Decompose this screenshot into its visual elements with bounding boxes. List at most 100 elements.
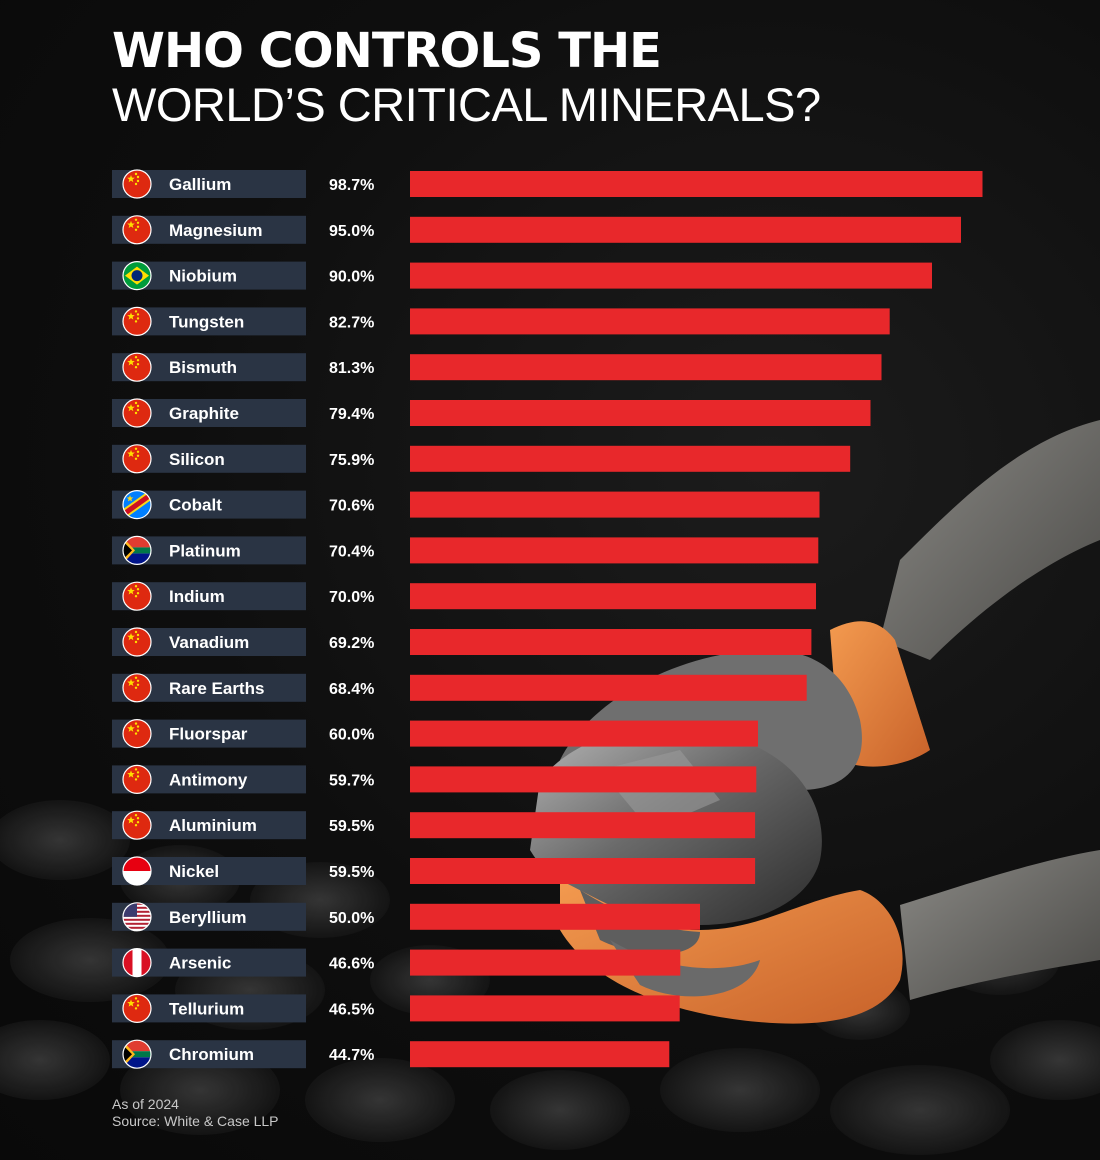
value-label: 95.0% <box>329 223 374 240</box>
china-flag-icon <box>123 215 151 244</box>
value-label: 59.5% <box>329 818 374 835</box>
category-label: Bismuth <box>169 358 237 377</box>
value-label: 75.9% <box>329 452 374 469</box>
value-label: 44.7% <box>329 1047 374 1064</box>
category-label: Indium <box>169 587 225 606</box>
title-line-1: WHO CONTROLS THE <box>112 23 662 79</box>
value-label: 60.0% <box>329 727 374 744</box>
chart-row: Bismuth 81.3% <box>112 352 882 382</box>
category-label: Gallium <box>169 175 231 194</box>
bar <box>410 354 882 381</box>
dr-congo-flag-icon <box>123 490 151 519</box>
bar <box>410 308 890 335</box>
value-label: 81.3% <box>329 360 374 377</box>
chart-row: Niobium 90.0% <box>112 261 932 291</box>
source-note: Source: White & Case LLP <box>112 1113 279 1129</box>
category-label: Cobalt <box>169 496 222 515</box>
title-line-2: WORLD’S CRITICAL MINERALS? <box>112 78 821 131</box>
china-flag-icon <box>123 811 151 840</box>
footer: As of 2024 Source: White & Case LLP <box>112 1096 279 1130</box>
bar <box>410 583 816 610</box>
chart-row: Tungsten 82.7% <box>112 306 890 336</box>
chart-row: Indium 70.0% <box>112 581 816 611</box>
bar <box>410 674 807 701</box>
category-label: Vanadium <box>169 633 249 652</box>
chart-row: Cobalt 70.6% <box>112 490 820 520</box>
category-label: Nickel <box>169 862 219 881</box>
value-label: 59.5% <box>329 864 374 881</box>
chart-row: Beryllium 50.0% <box>112 902 700 932</box>
chart-row: Fluorspar 60.0% <box>112 718 758 749</box>
chart-row: Silicon 75.9% <box>112 444 851 474</box>
value-label: 50.0% <box>329 910 374 927</box>
bar <box>410 400 871 426</box>
bar <box>410 262 932 289</box>
china-flag-icon <box>123 673 151 702</box>
chart-row: Chromium 44.7% <box>112 1039 670 1069</box>
category-label: Fluorspar <box>169 725 248 744</box>
category-label: Aluminium <box>169 816 257 835</box>
china-flag-icon <box>123 719 151 748</box>
china-flag-icon <box>123 399 151 427</box>
chart-row: Platinum 70.4% <box>112 535 819 566</box>
brazil-flag-icon <box>123 261 151 290</box>
category-label: Silicon <box>169 450 225 469</box>
china-flag-icon <box>123 353 151 382</box>
indonesia-flag-icon <box>123 857 151 885</box>
as-of-note: As of 2024 <box>112 1096 179 1112</box>
value-label: 68.4% <box>329 681 374 698</box>
value-label: 70.6% <box>329 498 374 515</box>
category-label: Beryllium <box>169 908 246 927</box>
bar <box>410 445 851 472</box>
category-label: Magnesium <box>169 221 263 240</box>
bar <box>410 171 983 197</box>
value-label: 79.4% <box>329 406 374 423</box>
value-label: 59.7% <box>329 772 374 789</box>
south-africa-flag-icon <box>123 536 151 565</box>
bar <box>410 766 757 793</box>
category-label: Antimony <box>169 770 248 789</box>
chart-row: Tellurium 46.5% <box>112 993 680 1024</box>
value-label: 70.4% <box>329 543 374 560</box>
china-flag-icon <box>123 994 151 1023</box>
category-label: Niobium <box>169 267 237 286</box>
chart-row: Vanadium 69.2% <box>112 627 812 657</box>
value-label: 98.7% <box>329 177 374 194</box>
chart-row: Antimony 59.7% <box>112 764 757 795</box>
china-flag-icon <box>123 582 151 611</box>
bar <box>410 995 680 1022</box>
bar <box>410 949 681 976</box>
category-label: Rare Earths <box>169 679 264 698</box>
peru-flag-icon <box>123 948 151 977</box>
bar <box>410 903 700 930</box>
bar <box>410 491 820 518</box>
value-label: 90.0% <box>329 269 374 286</box>
bar <box>410 812 756 839</box>
bar <box>410 629 812 655</box>
category-label: Chromium <box>169 1045 254 1064</box>
chart-row: Nickel 59.5% <box>112 856 756 886</box>
chart-row: Arsenic 46.6% <box>112 947 681 978</box>
value-label: 82.7% <box>329 314 374 331</box>
value-label: 70.0% <box>329 589 374 606</box>
chart-row: Gallium 98.7% <box>112 169 983 199</box>
bar <box>410 216 961 243</box>
bar <box>410 1041 670 1068</box>
south-africa-flag-icon <box>123 1040 151 1069</box>
category-label: Platinum <box>169 541 241 560</box>
value-label: 46.5% <box>329 1001 374 1018</box>
china-flag-icon <box>123 444 151 473</box>
category-label: Tellurium <box>169 999 244 1018</box>
value-label: 69.2% <box>329 635 374 652</box>
chart-row: Magnesium 95.0% <box>112 215 961 245</box>
china-flag-icon <box>123 307 151 336</box>
china-flag-icon <box>123 170 151 198</box>
chart-row: Rare Earths 68.4% <box>112 673 807 703</box>
category-label: Tungsten <box>169 312 244 331</box>
china-flag-icon <box>123 628 151 656</box>
bar <box>410 858 756 884</box>
chart-row: Graphite 79.4% <box>112 398 871 428</box>
category-label: Arsenic <box>169 954 231 973</box>
bar <box>410 537 819 564</box>
